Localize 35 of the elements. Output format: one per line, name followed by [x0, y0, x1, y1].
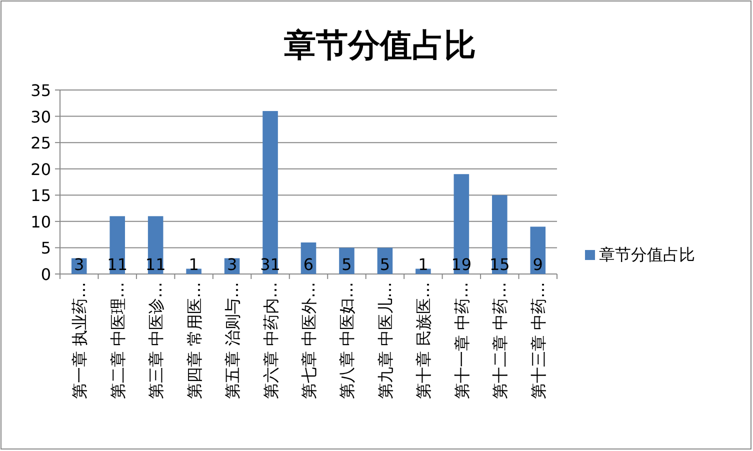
bar [416, 268, 431, 274]
data-label: 5 [342, 255, 352, 274]
x-tick-label: 第十章 民族医… [414, 282, 434, 400]
legend-label: 章节分值占比 [599, 245, 695, 264]
data-label: 5 [380, 255, 390, 274]
y-tick-label: 20 [30, 160, 51, 179]
y-tick-label: 30 [30, 107, 51, 126]
y-tick-label: 25 [30, 134, 51, 153]
data-label: 9 [532, 255, 543, 274]
x-tick-label: 第九章 中医儿… [376, 282, 395, 400]
data-label: 3 [74, 255, 84, 274]
data-label: 6 [303, 255, 314, 274]
x-tick-label: 第十一章 中药… [452, 282, 472, 400]
x-tick-label: 第八章 中医妇… [338, 282, 357, 400]
y-tick-label: 15 [30, 186, 51, 206]
data-label: 1 [188, 255, 199, 274]
bar [186, 268, 202, 274]
chart-title: 章节分值占比 [284, 26, 476, 64]
y-tick-label: 35 [30, 81, 51, 100]
x-tick-label: 第六章 中药内… [261, 282, 280, 400]
x-tick-label: 第十二章 中药… [490, 282, 510, 400]
data-label: 3 [226, 255, 238, 274]
x-tick-label: 第三章 中医诊… [146, 282, 166, 400]
x-tick-label: 第五章 治则与… [223, 282, 242, 400]
x-tick-label: 第十三章 中药… [528, 282, 548, 400]
y-tick-label: 10 [30, 212, 51, 232]
bar [262, 111, 278, 274]
x-tick-label: 第四章 常用医… [184, 282, 204, 400]
x-tick-label: 第七章 中医外… [300, 282, 318, 400]
x-tick-label: 第一章 执业药… [70, 282, 90, 400]
data-label: 1 [418, 255, 428, 274]
x-tick-label: 第二章 中医理… [108, 282, 128, 400]
y-tick-label: 5 [40, 238, 51, 258]
y-tick-label: 0 [40, 265, 51, 284]
bar [530, 226, 546, 274]
